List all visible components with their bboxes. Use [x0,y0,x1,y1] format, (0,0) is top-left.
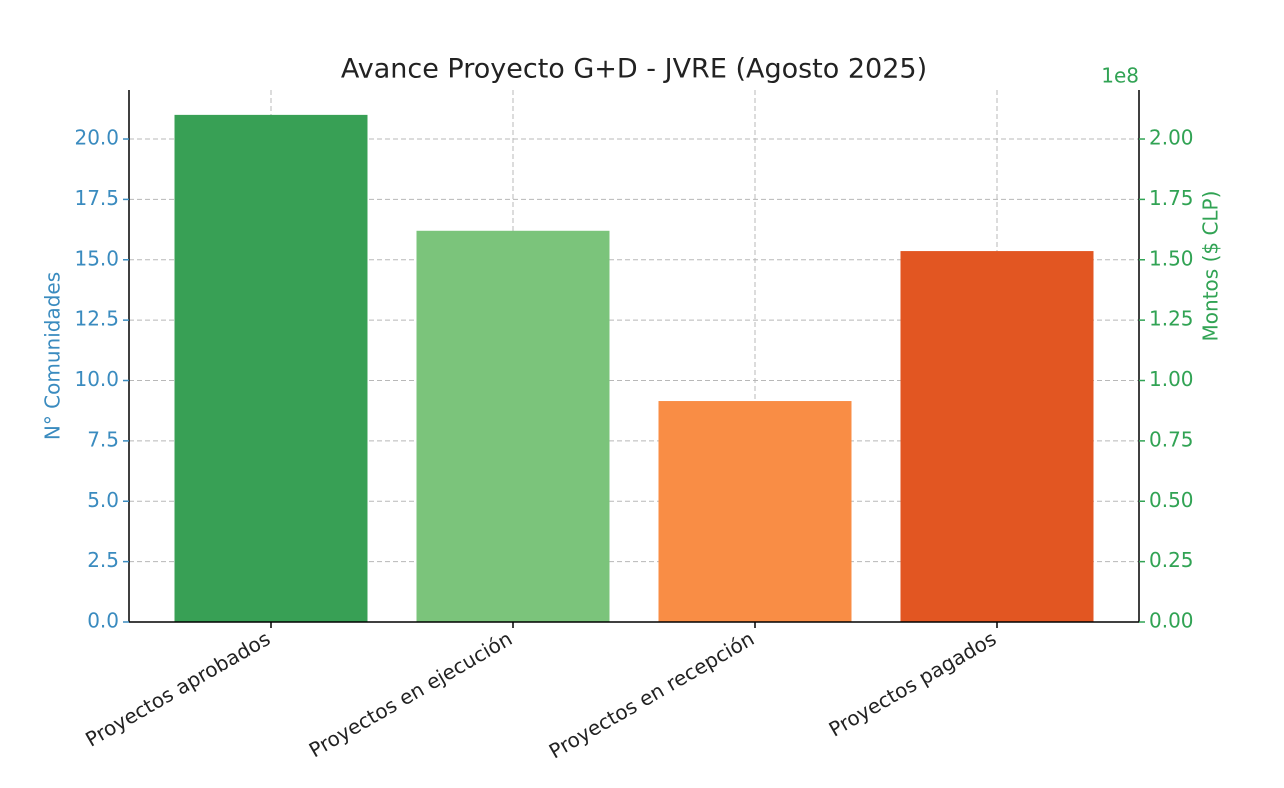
y2-tick-label: 1.00 [1149,367,1194,391]
y-tick-label: 20.0 [74,126,119,150]
y2-tick-label: 0.50 [1149,488,1194,512]
y2-tick-label: 0.25 [1149,548,1194,572]
y2-axis-label: Montos ($ CLP) [1199,191,1223,342]
y-tick-label: 0.0 [87,609,119,633]
y-tick-label: 2.5 [87,548,119,572]
x-tick-label: Proyectos en ejecución [305,626,517,762]
bar [174,114,368,622]
bar [658,401,852,622]
y2-tick-label: 0.00 [1149,609,1194,633]
bar [900,251,1094,622]
x-tick-label: Proyectos aprobados [81,626,274,751]
y-tick-label: 5.0 [87,488,119,512]
x-tick-label: Proyectos en recepción [545,626,758,763]
y-tick-label: 12.5 [74,307,119,331]
y-tick-label: 15.0 [74,246,119,270]
y-tick-label: 7.5 [87,427,119,451]
y2-tick-label: 1.25 [1149,307,1194,331]
bar [416,230,610,622]
x-tick-label: Proyectos pagados [825,626,1001,741]
y-tick-label: 17.5 [74,186,119,210]
y2-tick-label: 2.00 [1149,126,1194,150]
y2-tick-label: 1.75 [1149,186,1194,210]
y2-offset-label: 1e8 [1101,64,1139,88]
y-axis-label: N° Comunidades [41,272,65,440]
y-tick-label: 10.0 [74,367,119,391]
y2-tick-label: 1.50 [1149,246,1194,270]
chart-title: Avance Proyecto G+D - JVRE (Agosto 2025) [341,54,927,85]
y2-tick-label: 0.75 [1149,427,1194,451]
